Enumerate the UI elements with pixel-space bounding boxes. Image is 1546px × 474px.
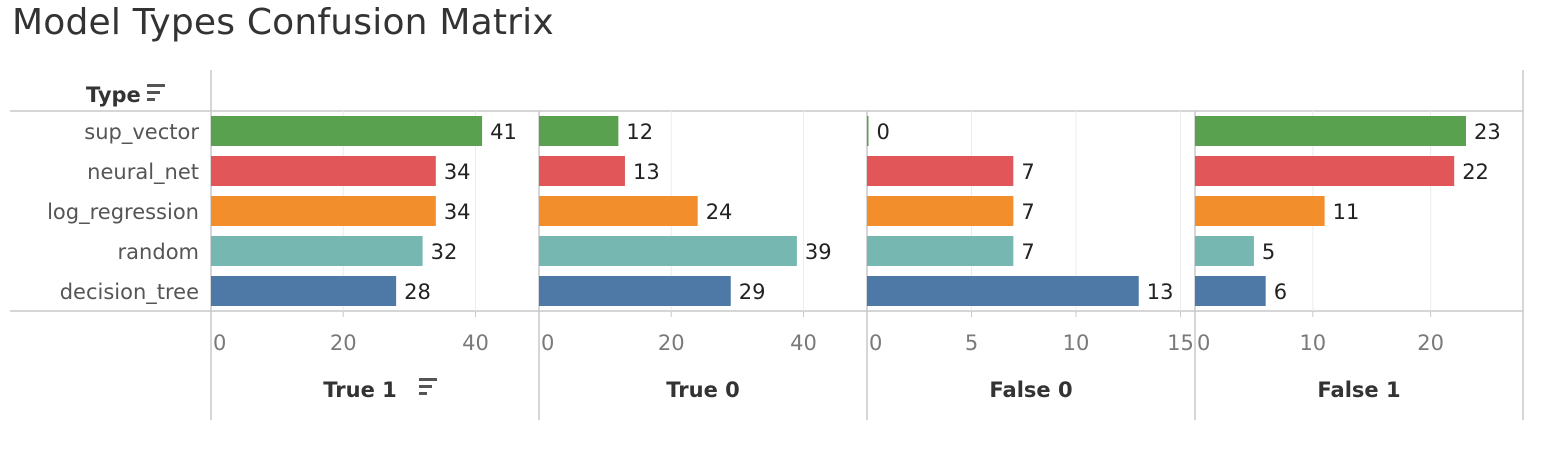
value-label: 23 — [1474, 120, 1501, 144]
tick-label: 10 — [1299, 331, 1326, 355]
bar-true-1-random[interactable] — [211, 236, 423, 266]
value-label: 41 — [490, 120, 517, 144]
tick-label: 0 — [1197, 331, 1210, 355]
bar-true-1-log-regression[interactable] — [211, 196, 436, 226]
tick-label: 0 — [213, 331, 226, 355]
value-label: 13 — [1147, 280, 1174, 304]
value-label: 7 — [1021, 240, 1034, 264]
value-label: 0 — [877, 120, 890, 144]
value-label: 7 — [1021, 160, 1034, 184]
tick-label: 0 — [541, 331, 554, 355]
bar-false-1-log-regression[interactable] — [1195, 196, 1325, 226]
bar-true-1-sup-vector[interactable] — [211, 116, 483, 146]
row-label-random: random — [118, 240, 199, 264]
bar-true-0-sup-vector[interactable] — [539, 116, 619, 146]
tick-label: 10 — [1063, 331, 1090, 355]
value-label: 34 — [444, 200, 471, 224]
value-label: 34 — [444, 160, 471, 184]
bar-false-0-decision-tree[interactable] — [867, 276, 1139, 306]
bar-true-0-random[interactable] — [539, 236, 797, 266]
true1-sort-icon[interactable] — [419, 378, 437, 395]
tick-label: 40 — [462, 331, 489, 355]
row-label-sup-vector: sup_vector — [84, 120, 199, 145]
row-header-label: Type — [86, 83, 141, 107]
panel-title-false-1: False 1 — [1317, 378, 1400, 402]
row-label-neural-net: neural_net — [87, 160, 199, 185]
bar-false-0-random[interactable] — [867, 236, 1014, 266]
value-label: 11 — [1333, 200, 1360, 224]
bar-false-1-neural-net[interactable] — [1195, 156, 1455, 186]
chart-title: Model Types Confusion Matrix — [12, 2, 554, 43]
panel-false-1: 0 10 20 23 22 11 5 6 False 1 — [1194, 111, 1501, 402]
value-label: 7 — [1021, 200, 1034, 224]
tick-label: 5 — [965, 331, 978, 355]
tick-label: 40 — [790, 331, 817, 355]
row-labels: sup_vector neural_net log_regressionrandom… — [47, 120, 199, 305]
row-label-decision-tree: decision_tree — [60, 280, 199, 305]
bar-false-0-neural-net[interactable] — [867, 156, 1014, 186]
value-label: 24 — [706, 200, 733, 224]
panel-title-false-0: False 0 — [989, 378, 1072, 402]
value-label: 13 — [633, 160, 660, 184]
row-label-log-regression: log_regression — [47, 200, 199, 225]
tick-label: 15 — [1167, 331, 1194, 355]
bar-true-0-log-regression[interactable] — [539, 196, 698, 226]
bar-false-0-log-regression[interactable] — [867, 196, 1014, 226]
value-label: 39 — [805, 240, 832, 264]
panel-false-0: 0 5 10 15 0 7 7 7 13 False 0 — [866, 111, 1194, 402]
value-label: 22 — [1462, 160, 1489, 184]
bar-true-1-neural-net[interactable] — [211, 156, 436, 186]
tick-label: 20 — [1417, 331, 1444, 355]
bar-true-0-decision-tree[interactable] — [539, 276, 731, 306]
value-label: 5 — [1262, 240, 1275, 264]
panel-true-0: 0 20 40 12 13 24 39 29 True 0 — [538, 111, 832, 402]
bar-true-0-neural-net[interactable] — [539, 156, 625, 186]
tick-label: 20 — [330, 331, 357, 355]
bar-false-1-random[interactable] — [1195, 236, 1254, 266]
panel-title-true-1: True 1 — [323, 378, 397, 402]
value-label: 32 — [431, 240, 458, 264]
value-label: 6 — [1274, 280, 1287, 304]
tick-label: 0 — [869, 331, 882, 355]
value-label: 28 — [404, 280, 431, 304]
value-label: 29 — [739, 280, 766, 304]
tick-label: 20 — [658, 331, 685, 355]
value-label: 12 — [626, 120, 653, 144]
bar-false-1-decision-tree[interactable] — [1195, 276, 1266, 306]
bar-false-1-sup-vector[interactable] — [1195, 116, 1466, 146]
panel-title-true-0: True 0 — [666, 378, 740, 402]
bar-true-1-decision-tree[interactable] — [211, 276, 397, 306]
row-header-sort-icon[interactable] — [147, 84, 165, 101]
bar-false-0-sup-vector[interactable] — [867, 116, 869, 146]
